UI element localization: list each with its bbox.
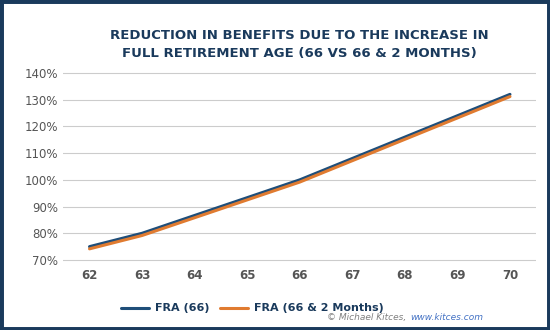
FRA (66 & 2 Months) (139, 234, 145, 238)
FRA (66 & 2 Months) (402, 137, 408, 141)
FRA (66) (454, 114, 461, 118)
FRA (66 & 2 Months) (296, 180, 303, 184)
FRA (66) (296, 178, 303, 182)
Text: www.kitces.com: www.kitces.com (410, 313, 483, 322)
FRA (66 & 2 Months) (244, 198, 250, 202)
FRA (66 & 2 Months) (86, 247, 93, 251)
Text: © Michael Kitces,: © Michael Kitces, (327, 313, 409, 322)
FRA (66) (402, 135, 408, 139)
FRA (66) (191, 214, 198, 217)
Title: REDUCTION IN BENEFITS DUE TO THE INCREASE IN
FULL RETIREMENT AGE (66 VS 66 & 2 M: REDUCTION IN BENEFITS DUE TO THE INCREAS… (111, 28, 489, 59)
FRA (66) (349, 156, 356, 160)
Line: FRA (66): FRA (66) (90, 94, 510, 247)
FRA (66 & 2 Months) (349, 159, 356, 163)
FRA (66) (86, 245, 93, 248)
FRA (66) (507, 92, 513, 96)
FRA (66 & 2 Months) (191, 216, 198, 220)
Legend: FRA (66), FRA (66 & 2 Months): FRA (66), FRA (66 & 2 Months) (117, 299, 388, 318)
FRA (66) (244, 196, 250, 200)
FRA (66 & 2 Months) (454, 116, 461, 120)
FRA (66 & 2 Months) (507, 95, 513, 99)
FRA (66) (139, 231, 145, 235)
Line: FRA (66 & 2 Months): FRA (66 & 2 Months) (90, 97, 510, 249)
